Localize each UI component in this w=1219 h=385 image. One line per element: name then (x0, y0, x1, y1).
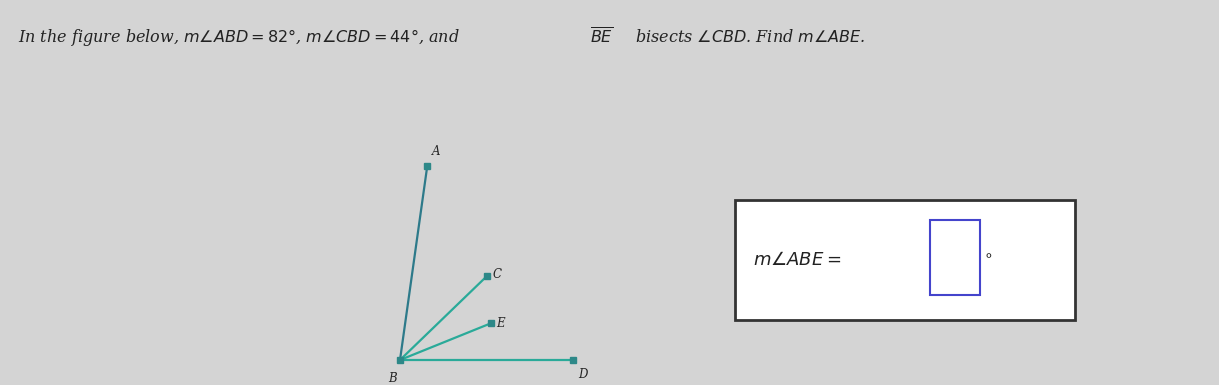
Text: °: ° (985, 253, 992, 267)
Text: D: D (579, 368, 588, 381)
Text: bisects $\angle CBD$. Find $m\angle ABE$.: bisects $\angle CBD$. Find $m\angle ABE$… (630, 30, 865, 47)
FancyBboxPatch shape (930, 220, 980, 295)
Text: C: C (492, 268, 502, 281)
Text: $\overline{BE}$: $\overline{BE}$ (590, 28, 613, 48)
Text: B: B (388, 372, 396, 385)
FancyBboxPatch shape (735, 200, 1075, 320)
Text: E: E (496, 317, 505, 330)
Text: A: A (433, 146, 441, 158)
Text: $m\angle ABE = $: $m\angle ABE = $ (753, 251, 841, 269)
Text: In the figure below, $m\angle ABD = 82°$, $m\angle CBD = 44°$, and: In the figure below, $m\angle ABD = 82°$… (18, 27, 461, 49)
